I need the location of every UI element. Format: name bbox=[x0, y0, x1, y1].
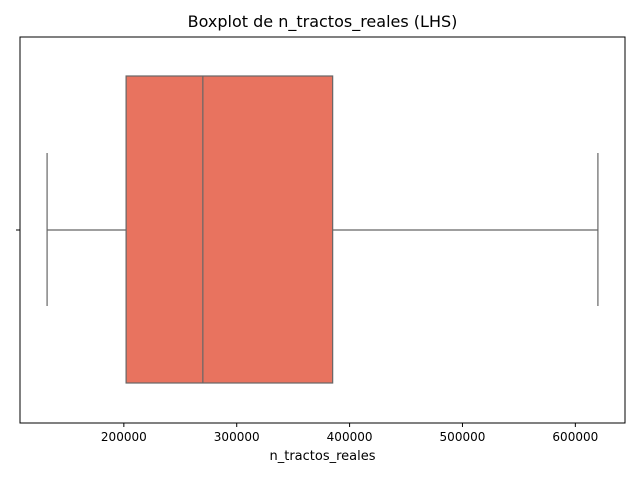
chart-title: Boxplot de n_tractos_reales (LHS) bbox=[187, 12, 458, 31]
x-tick-label: 400000 bbox=[327, 430, 373, 444]
x-tick-label: 200000 bbox=[101, 430, 147, 444]
x-tick-label: 500000 bbox=[440, 430, 486, 444]
x-tick-label: 600000 bbox=[552, 430, 598, 444]
x-axis-label: n_tractos_reales bbox=[269, 449, 376, 464]
iqr-box bbox=[125, 75, 334, 384]
x-tick-label: 300000 bbox=[214, 430, 260, 444]
